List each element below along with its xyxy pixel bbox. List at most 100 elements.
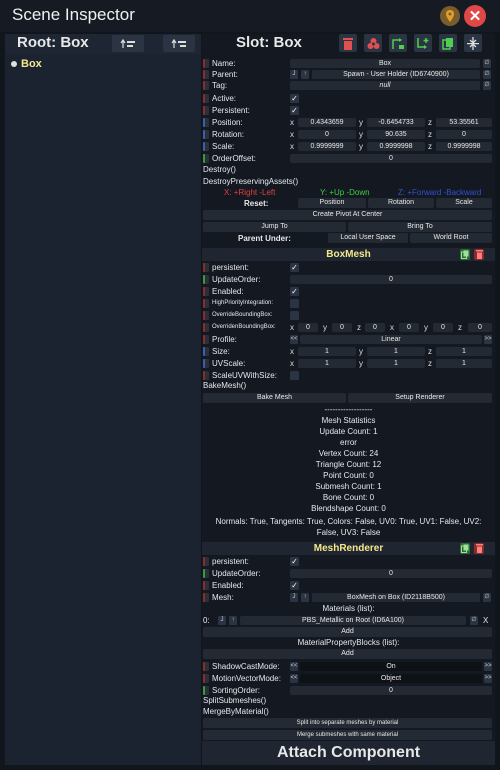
motion-next-button[interactable]: >> [484,674,492,683]
bring-to-button[interactable]: Bring To [348,222,492,232]
stats-triangle-count: Triangle Count: 12 [315,460,382,469]
mr-enabled-checkbox[interactable]: ✓ [290,581,299,590]
bm-scaleuv-checkbox[interactable] [290,371,299,380]
setup-renderer-button[interactable]: Setup Renderer [348,393,492,403]
orderoffset-input[interactable]: 0 [290,154,492,163]
close-button[interactable]: ✕ [464,5,486,27]
destroy-preserving-button[interactable] [364,34,382,52]
move-down-root-button[interactable] [163,35,195,52]
scale-z-input[interactable]: 0.9999998 [436,142,492,151]
add-child-button[interactable] [414,34,432,52]
parent-grab-button[interactable]: J [290,70,298,79]
material-grab-button[interactable]: J [218,616,226,625]
reset-rotation-button[interactable]: Rotation [368,198,434,208]
field-type-icon [203,686,209,695]
scale-x-input[interactable]: 0.9999999 [298,142,356,151]
persistent-checkbox[interactable]: ✓ [290,106,299,115]
material-remove-button[interactable]: X [483,616,489,625]
size-x-input[interactable]: 1 [298,347,356,356]
parent-null-button[interactable]: ∅ [483,70,491,79]
destroy-slot-button[interactable] [339,34,357,52]
uvscale-y-input[interactable]: 1 [367,359,425,368]
center-slot-button[interactable] [464,34,482,52]
materials-add-button[interactable]: Add [203,627,492,637]
parent-ref-field[interactable]: Spawn - User Holder (ID6740900) [312,70,480,79]
bm-enabled-checkbox[interactable]: ✓ [290,287,299,296]
merge-submeshes-button[interactable]: Merge submeshes with same material [203,730,492,740]
bb-min-z-input[interactable]: 0 [365,323,385,332]
active-checkbox[interactable]: ✓ [290,94,299,103]
rotation-y-input[interactable]: 90.635 [367,130,425,139]
meshrenderer-duplicate-button[interactable] [460,543,470,554]
name-null-button[interactable]: ∅ [483,59,491,68]
reset-position-button[interactable]: Position [298,198,366,208]
bakemesh-method[interactable]: BakeMesh() [203,381,247,390]
bm-highpriority-checkbox[interactable] [290,299,299,308]
material-ref-field[interactable]: PBS_Metallic on Root (ID6A100) [240,616,466,625]
propblocks-add-button[interactable]: Add [203,649,492,659]
world-root-button[interactable]: World Root [410,233,492,243]
jump-to-button[interactable]: Jump To [203,222,346,232]
tag-input[interactable]: null [290,81,480,90]
stats-divider: ------------------ [324,405,373,414]
position-y-input[interactable]: -0.6454733 [367,118,425,127]
size-y-input[interactable]: 1 [367,347,425,356]
material-null-button[interactable]: ∅ [470,616,478,625]
size-z-input[interactable]: 1 [436,347,492,356]
tree-item-box[interactable]: Box [11,58,42,70]
boxmesh-duplicate-button[interactable] [460,249,470,260]
destroy-preserving-method[interactable]: DestroyPreservingAssets() [203,177,299,186]
profile-prev-button[interactable]: << [290,335,298,344]
tag-null-button[interactable]: ∅ [483,81,491,90]
reset-scale-button[interactable]: Scale [436,198,492,208]
meshrenderer-delete-button[interactable] [474,543,484,554]
boxmesh-delete-button[interactable] [474,249,484,260]
position-label: Position: [212,118,243,127]
mr-updateorder-input[interactable]: 0 [290,569,492,578]
bm-persistent-checkbox[interactable]: ✓ [290,263,299,272]
material-up-button[interactable]: ↑ [229,616,237,625]
bm-updateorder-input[interactable]: 0 [290,275,492,284]
scale-y-input[interactable]: 0.9999998 [367,142,425,151]
mr-sorting-input[interactable]: 0 [290,686,492,695]
duplicate-slot-button[interactable] [439,34,457,52]
rotation-z-input[interactable]: 0 [436,130,492,139]
split-submeshes-button[interactable]: Split into separate meshes by material [203,718,492,728]
shadow-next-button[interactable]: >> [484,662,492,671]
bb-max-x-input[interactable]: 0 [399,323,419,332]
axis-z-label: z [428,359,432,368]
uvscale-z-input[interactable]: 1 [436,359,492,368]
axis-z-label: z [428,130,432,139]
mesh-up-button[interactable]: ↑ [301,593,309,602]
title-bar[interactable]: Scene Inspector ✕ [0,0,500,32]
rotation-x-input[interactable]: 0 [298,130,356,139]
name-row: Name: Box ∅ [202,58,495,69]
bake-mesh-button[interactable]: Bake Mesh [203,393,346,403]
mesh-ref-field[interactable]: BoxMesh on Box (ID2118B500) [312,593,480,602]
bb-max-z-input[interactable]: 0 [468,323,492,332]
bb-max-y-input[interactable]: 0 [433,323,453,332]
uvscale-x-input[interactable]: 1 [298,359,356,368]
local-user-space-button[interactable]: Local User Space [328,233,408,243]
bb-min-x-input[interactable]: 0 [298,323,318,332]
attach-component-button[interactable]: Attach Component [202,741,495,765]
mr-persistent-checkbox[interactable]: ✓ [290,557,299,566]
bb-min-y-input[interactable]: 0 [332,323,352,332]
destroy-method[interactable]: Destroy() [203,165,236,174]
parent-up-button[interactable]: ↑ [301,70,309,79]
profile-next-button[interactable]: >> [484,335,492,344]
bm-overridebb-checkbox[interactable] [290,311,299,320]
move-up-root-button[interactable] [112,35,144,52]
insert-parent-button[interactable] [389,34,407,52]
mesh-null-button[interactable]: ∅ [483,593,491,602]
create-pivot-button[interactable]: Create Pivot At Center [203,210,492,220]
split-submeshes-method[interactable]: SplitSubmeshes() [203,696,267,705]
position-x-input[interactable]: 0.4343659 [298,118,356,127]
motion-prev-button[interactable]: << [290,674,298,683]
name-input[interactable]: Box [290,59,480,68]
position-z-input[interactable]: 53.35561 [436,118,492,127]
merge-by-material-method[interactable]: MergeByMaterial() [203,707,269,716]
mesh-grab-button[interactable]: J [290,593,298,602]
pin-button[interactable] [440,6,460,26]
shadow-prev-button[interactable]: << [290,662,298,671]
